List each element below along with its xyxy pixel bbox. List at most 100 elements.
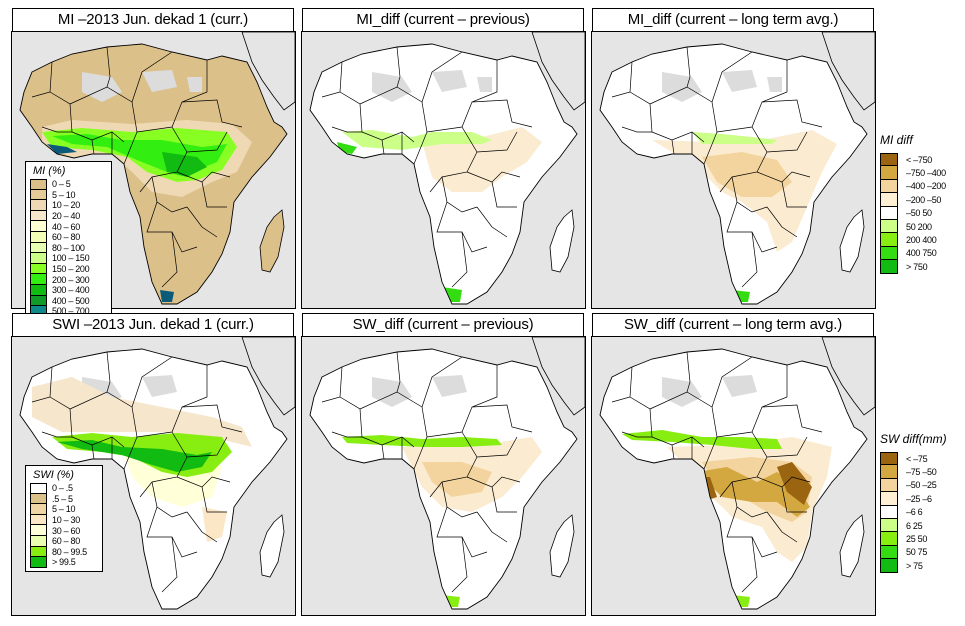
legend-label: –50 50 — [906, 208, 932, 219]
data-region — [477, 77, 492, 92]
legend-label: 60 – 80 — [52, 536, 80, 547]
legend-label: 300 – 400 — [52, 285, 90, 296]
legend-swatch — [30, 514, 47, 526]
legend-title: MI diff — [880, 133, 913, 147]
legend-label: > 75 — [906, 560, 923, 571]
legend-item: 10 – 30 — [30, 514, 98, 526]
legend-swatch — [30, 483, 47, 494]
legend-label: –200 –50 — [906, 194, 942, 205]
legend-label: < –75 — [906, 453, 928, 464]
legend-item: > 75 — [880, 559, 947, 573]
legend-label: 150 – 200 — [52, 264, 90, 275]
legend-item: –25 –6 — [880, 492, 947, 506]
coastline — [309, 43, 578, 305]
legend-item: 5 – 10 — [30, 504, 98, 515]
legend-label: –75 –50 — [906, 467, 937, 478]
legend-swatch — [880, 559, 898, 573]
legend-label: 20 – 40 — [52, 211, 80, 222]
data-regions — [337, 70, 542, 302]
data-region — [722, 70, 757, 92]
legend-swatch — [30, 274, 47, 285]
legend-title: MI (%) — [33, 165, 66, 177]
data-region — [432, 70, 467, 92]
legend-swatch — [880, 179, 898, 194]
legend-item: 150 – 200 — [30, 263, 107, 275]
legend-label: 6 25 — [906, 520, 923, 531]
legend-item: 400 750 — [880, 246, 946, 261]
madagascar — [839, 209, 865, 273]
legend-swatch — [30, 504, 47, 515]
map-mi-diff-long-term — [591, 31, 876, 309]
data-region — [697, 467, 810, 517]
legend-swatch — [30, 210, 47, 222]
madagascar — [839, 514, 865, 578]
legend-label: > 99.5 — [52, 557, 76, 568]
legend-item: 300 – 400 — [30, 284, 107, 296]
legend-label: –6 6 — [906, 507, 923, 518]
data-region — [372, 72, 412, 102]
madagascar — [259, 209, 285, 273]
legend-swatch — [30, 263, 47, 275]
legend-item: 25 50 — [880, 532, 947, 546]
legend-label: –750 –400 — [906, 168, 946, 179]
legend-swatch — [30, 546, 47, 558]
madagascar — [549, 514, 575, 578]
legend-item: 0 – .5 — [30, 483, 98, 494]
legend-swatch — [30, 535, 47, 547]
data-region — [162, 152, 207, 177]
legend-label: 50 200 — [906, 221, 932, 232]
legend-swatch — [880, 532, 898, 546]
africa-map — [592, 337, 875, 615]
legend-label: 200 400 — [906, 235, 937, 246]
legend-label: 200 – 300 — [52, 274, 90, 285]
legend-item: –200 –50 — [880, 193, 946, 207]
legend-item: –400 –200 — [880, 179, 946, 194]
legend-items: < –750 –750 –400 –400 –200 –200 –50 –50 50 50… — [880, 153, 946, 274]
data-region — [702, 152, 792, 197]
legend-swatch — [30, 253, 47, 264]
legend-swatch — [30, 493, 47, 505]
eurasia-outline — [531, 337, 585, 416]
legend-swatch — [30, 221, 47, 232]
legend-swatch — [30, 525, 47, 536]
legend-item: 60 – 80 — [30, 231, 107, 243]
legend-label: 60 – 80 — [52, 232, 80, 243]
map-sw-diff-long-term — [591, 336, 876, 616]
legend-item: 80 – 99.5 — [30, 546, 98, 558]
coastline — [599, 348, 868, 610]
data-region — [777, 462, 812, 505]
madagascar — [259, 514, 285, 578]
country-borders — [31, 351, 243, 593]
legend-label: 10 – 30 — [52, 515, 80, 526]
legend-swatch — [30, 242, 47, 254]
coastline — [309, 348, 578, 610]
legend-swatch — [880, 246, 898, 261]
map-sw-diff-previous — [301, 336, 586, 616]
country-borders — [31, 46, 243, 288]
legend-item: –50 50 — [880, 206, 946, 220]
country-borders — [611, 351, 823, 593]
eurasia-outline — [821, 337, 875, 416]
legend-item: > 750 — [880, 260, 946, 274]
legend-item: .5 – 5 — [30, 493, 98, 505]
data-region — [422, 462, 492, 497]
legend-label: 80 – 99.5 — [52, 546, 87, 557]
legend-item: 5 – 10 — [30, 189, 107, 201]
coastline — [599, 43, 868, 305]
legend-label: 100 – 150 — [52, 253, 90, 264]
data-region — [432, 375, 467, 397]
legend-swatch — [880, 465, 898, 479]
africa-map — [302, 32, 585, 308]
legend-item: 400 – 500 — [30, 295, 107, 307]
legend-label: 40 – 60 — [52, 221, 80, 232]
legend-item: 10 – 20 — [30, 200, 107, 211]
country-borders — [611, 46, 823, 288]
legend-label: 80 – 100 — [52, 242, 85, 253]
eurasia-outline — [241, 32, 295, 111]
legend-item: –6 6 — [880, 505, 947, 519]
coastline — [19, 348, 288, 610]
data-region — [342, 130, 492, 150]
